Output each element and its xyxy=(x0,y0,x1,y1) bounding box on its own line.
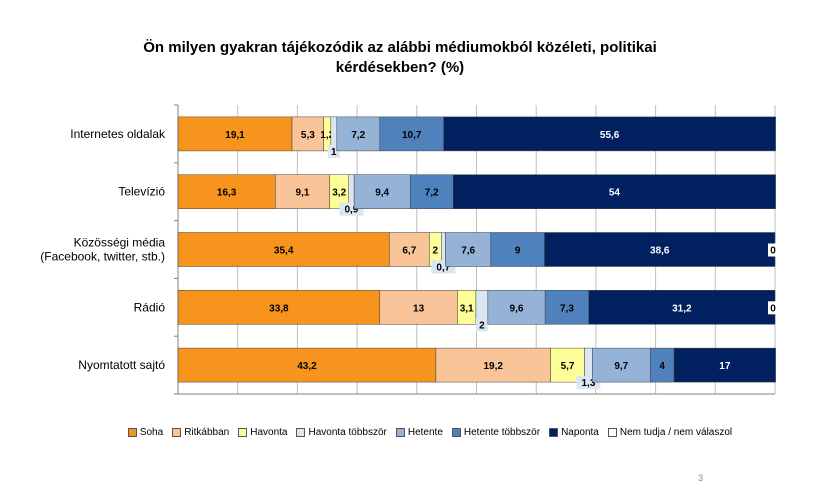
chart-title-line2: kérdésekben? (%) xyxy=(335,59,465,76)
legend-label: Hetente xyxy=(407,427,443,438)
data-label: 33,8 xyxy=(269,303,289,314)
data-label: 0,9 xyxy=(344,205,358,216)
data-label: 1,3 xyxy=(581,378,595,389)
data-label: 0 xyxy=(770,246,776,257)
data-label: 5,3 xyxy=(301,130,315,141)
legend-item: Ritkábban xyxy=(172,427,229,438)
data-label: 6,7 xyxy=(402,246,416,257)
data-label: 35,4 xyxy=(274,246,294,257)
data-label: 9,1 xyxy=(296,188,310,199)
legend-item: Havonta xyxy=(238,427,287,438)
legend-swatch xyxy=(607,428,617,437)
category-label: Televízió xyxy=(118,185,165,199)
legend-swatch xyxy=(296,428,306,437)
page-number: 3 xyxy=(698,473,704,483)
category-label: Nyomtatott sajtó xyxy=(78,358,165,372)
bar-segment xyxy=(177,232,390,267)
data-label: 17 xyxy=(719,361,731,372)
legend-label: Ritkábban xyxy=(184,427,230,438)
data-label: 0 xyxy=(770,303,776,314)
data-label: 7,6 xyxy=(461,246,475,257)
legend-swatch xyxy=(395,428,405,437)
chart-title: Ön milyen gyakran tájékozódik az alábbi … xyxy=(60,38,740,78)
legend-item: Soha xyxy=(127,427,164,438)
data-label: 9 xyxy=(515,246,521,257)
data-label-box xyxy=(768,243,777,257)
legend-item: Hetente xyxy=(395,427,443,438)
data-label: 3,1 xyxy=(460,303,474,314)
bar-segment xyxy=(389,232,430,267)
data-label: 9,6 xyxy=(510,303,524,314)
data-label: 7,3 xyxy=(560,303,574,314)
data-label: 19,2 xyxy=(483,361,503,372)
legend-swatch xyxy=(549,428,559,437)
data-label: 16,3 xyxy=(217,188,237,199)
data-label: 1,2 xyxy=(320,130,334,141)
bar-segment xyxy=(177,290,381,325)
legend-item: Naponta xyxy=(549,427,599,438)
data-label: 3,2 xyxy=(332,188,346,199)
bar-segment xyxy=(443,116,776,152)
bar-segment xyxy=(544,232,776,267)
data-label: 31,2 xyxy=(672,303,692,314)
bar-segment xyxy=(673,347,776,383)
data-label: 10,7 xyxy=(402,130,422,141)
data-label: 54 xyxy=(609,188,621,199)
legend-label: Hetente többször xyxy=(463,427,541,438)
bar-segment xyxy=(353,174,411,209)
legend-label: Naponta xyxy=(561,427,599,438)
data-label: 38,6 xyxy=(650,246,670,257)
bar-segment xyxy=(291,116,324,152)
bar-segment xyxy=(409,174,454,209)
chart-title-line1: Ön milyen gyakran tájékozódik az alábbi … xyxy=(143,39,657,56)
legend-swatch xyxy=(238,428,248,437)
legend-label: Soha xyxy=(139,427,164,438)
data-label: 55,6 xyxy=(600,130,620,141)
data-label-box xyxy=(768,301,777,315)
bar-segment xyxy=(445,232,492,267)
data-label: 7,2 xyxy=(351,130,365,141)
data-label: 2 xyxy=(433,246,439,257)
bar-segment xyxy=(177,174,276,209)
bar-segment xyxy=(588,290,776,325)
data-label-box xyxy=(475,318,488,332)
legend-swatch xyxy=(172,428,182,437)
bar-segment xyxy=(452,174,776,209)
legend-item: Havonta többször xyxy=(296,427,387,438)
category-label: Internetes oldalak xyxy=(70,127,166,141)
bar-segment xyxy=(177,347,437,383)
legend-swatch xyxy=(451,428,461,437)
data-label: 9,7 xyxy=(614,361,628,372)
data-label: 1 xyxy=(331,147,337,158)
legend-label: Nem tudja / nem válaszol xyxy=(619,427,733,438)
bar-segment xyxy=(379,116,444,152)
legend-label: Havonta xyxy=(250,427,288,438)
data-label: 19,1 xyxy=(225,130,245,141)
data-label: 7,2 xyxy=(425,188,439,199)
legend-swatch xyxy=(127,428,137,437)
data-label: 9,4 xyxy=(375,188,389,199)
bar-segment xyxy=(435,347,551,383)
data-label: 5,7 xyxy=(561,361,575,372)
legend-item: Hetente többször xyxy=(451,427,541,438)
bar-segment xyxy=(592,347,651,383)
bar-segment xyxy=(177,116,293,152)
data-label: 43,2 xyxy=(297,361,317,372)
chart-legend: Soha Ritkábban Havonta Havonta többször Hete… xyxy=(60,427,800,438)
data-label: 4 xyxy=(659,361,665,372)
bar-segment xyxy=(490,232,545,267)
legend-label: Havonta többször xyxy=(308,427,387,438)
data-label: 13 xyxy=(413,303,425,314)
legend-item: Nem tudja / nem válaszol xyxy=(607,427,733,438)
category-label: Közösségi média (Facebook, twitter, stb.) xyxy=(40,236,165,264)
category-label: Rádió xyxy=(134,300,166,314)
data-label: 2 xyxy=(479,320,485,331)
data-label: 0,7 xyxy=(436,263,450,274)
